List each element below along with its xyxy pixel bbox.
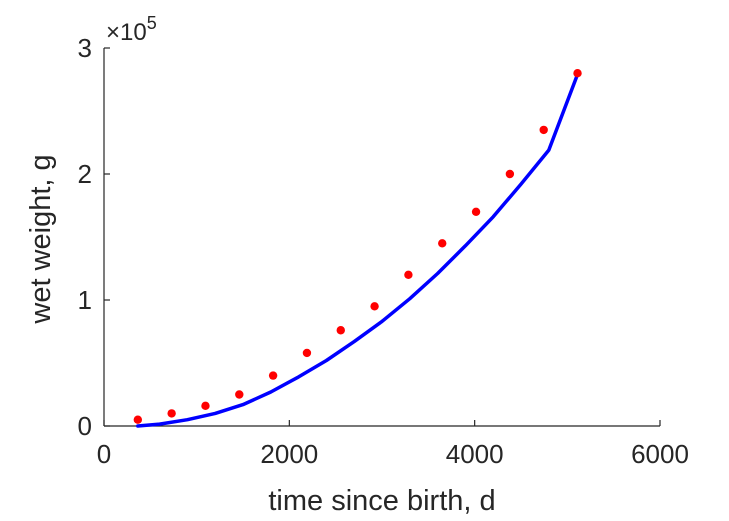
data-point [438, 239, 447, 248]
data-point [505, 169, 515, 179]
y-axis-label: wet weight, g [25, 154, 57, 324]
x-tick-label: 6000 [631, 439, 689, 469]
data-point [268, 371, 278, 380]
fit-curve [136, 72, 580, 428]
x-axis-label: time since birth, d [268, 485, 495, 517]
data-point [235, 390, 244, 399]
data-point [573, 69, 582, 78]
y-tick-label: 2 [78, 159, 92, 189]
y-exponent-label: ×105 [106, 13, 157, 46]
data-point [370, 302, 379, 311]
data-point [471, 207, 481, 216]
data-point [336, 326, 345, 335]
data-point [539, 125, 548, 135]
data-point [302, 348, 312, 358]
data-point [201, 401, 210, 411]
data-point [133, 415, 143, 424]
y-exponent-base: ×10 [106, 19, 147, 46]
axes [103, 48, 660, 427]
data-point [404, 270, 413, 279]
x-tick-label: 2000 [260, 439, 318, 469]
x-tick-label: 0 [97, 439, 111, 469]
ticks: 0 2000 4000 6000 0 1 2 3 [78, 33, 689, 469]
y-tick-label: 1 [78, 285, 92, 315]
y-tick-label: 3 [78, 33, 92, 63]
x-tick-label: 4000 [446, 439, 504, 469]
y-tick-label: 0 [78, 411, 92, 441]
data-point [167, 409, 176, 418]
plot-area [133, 69, 582, 428]
y-exponent-power: 5 [147, 13, 157, 33]
